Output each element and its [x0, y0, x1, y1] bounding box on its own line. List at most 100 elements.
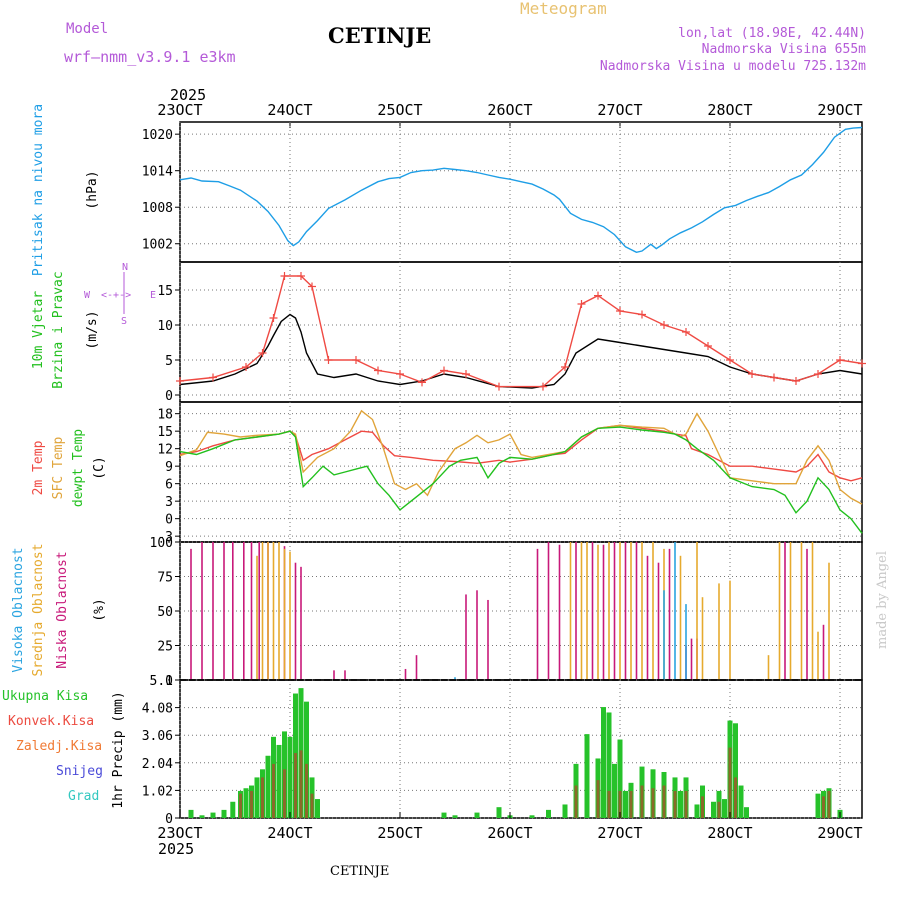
precip-conv-label: Konvek.Kisa [8, 714, 94, 729]
x-top-day-label: 25OCT [377, 101, 422, 119]
credit-text: made by Angel [875, 551, 890, 649]
wind-ytick-label: 15 [157, 284, 173, 299]
precip-ytick-label: 3.06 [142, 729, 173, 744]
temperature-ytick-label: 9 [165, 460, 173, 475]
precip-conv-bar [640, 785, 644, 818]
precip-conv-bar [728, 747, 732, 818]
wind-gust-marker [704, 342, 712, 350]
temperature-ytick-label: 3 [165, 495, 173, 510]
precip-total-bar [722, 799, 727, 818]
precip-conv-bar [651, 788, 655, 818]
wind-gust-marker [297, 272, 305, 280]
sfc-temp-label: SFC Temp [51, 437, 66, 500]
x-bottom-day-label: 25OCT [377, 824, 422, 842]
elevation-text: Nadmorska Visina 655m [702, 42, 867, 57]
precip-total-bar [606, 712, 612, 818]
cloud-unit: (%) [92, 598, 107, 621]
year-label-bottom: 2025 [158, 840, 194, 858]
x-top-day-label: 23OCT [157, 101, 202, 119]
cloud-high-label: Visoka Oblacnost [11, 547, 26, 672]
model-label: Model [66, 21, 108, 37]
precip-conv-bar [239, 793, 242, 818]
panels: 1002 1008 1014 1020 0 5 10 15 -3 0 3 6 9 12 15 18 0 25 50 7… [142, 121, 866, 827]
wind-gust-marker [352, 356, 360, 364]
precip-ytick-label: 1.02 [142, 784, 173, 799]
temperature-panel: -3 0 3 6 9 12 15 18 [157, 401, 863, 545]
wind-line-speed [179, 313, 863, 389]
precip-conv-bar [272, 763, 275, 818]
year-label-top: 2025 [170, 86, 206, 104]
temperature-ytick-label: 12 [157, 443, 173, 458]
precip-total-bar [199, 815, 205, 818]
footer-station: CETINJE [330, 864, 389, 879]
compass-s: S [121, 316, 127, 327]
precip-total-bar [287, 736, 293, 818]
cloud-ytick-label: 0 [165, 674, 173, 689]
wind-gust-marker [269, 314, 278, 322]
model-name: wrf–nmm_v3.9.1 e3km [64, 48, 236, 66]
precip-total-bar [612, 763, 617, 818]
x-bottom-day-label: 28OCT [707, 824, 752, 842]
precip-total-bar [474, 812, 480, 818]
precip-conv-bar [717, 801, 721, 818]
wind-gust-marker [324, 356, 333, 364]
compass-w: W [84, 290, 91, 301]
precip-ytick-label: 4.08 [142, 702, 173, 717]
precip-total-bar [210, 812, 216, 818]
wind-gust-marker [242, 363, 250, 371]
pressure-ytick-label: 1002 [142, 238, 173, 253]
precip-conv-bar [305, 763, 308, 818]
wind-gust-marker [858, 359, 866, 368]
precip-total-bar [815, 793, 821, 818]
precip-total-bar [452, 815, 458, 818]
x-top-day-label: 29OCT [817, 101, 862, 119]
cloud-low-label: Niska Oblacnost [55, 551, 70, 668]
precip-conv-bar [607, 790, 611, 818]
wind-gust-marker [726, 356, 734, 364]
snow-label: Snijeg [56, 764, 103, 779]
wind-gust-marker [616, 307, 624, 315]
wind-gust-marker [209, 373, 217, 382]
precip-total-bar [711, 801, 716, 818]
wind-gust-marker [308, 282, 316, 291]
precip-labels: Ukupna Kisa Konvek.Kisa Zaledj.Kisa Snij… [2, 689, 126, 809]
pressure-ytick-label: 1008 [142, 201, 173, 216]
temperature-ytick-label: 6 [165, 478, 173, 493]
wind-gust-marker [539, 382, 547, 391]
temperature-ytick-label: 15 [157, 425, 173, 440]
precip-panel: 0 1.02 2.04 3.06 4.08 5.1 [142, 674, 863, 827]
temp2m-label: 2m Temp [31, 440, 46, 495]
graupel-label: Grad [68, 789, 99, 804]
precip-total-bar [733, 723, 738, 818]
precip-conv-bar [261, 777, 264, 818]
cloud-ytick-label: 100 [150, 536, 173, 551]
precip-total-bar [584, 734, 590, 818]
precip-conv-bar [662, 785, 666, 818]
precip-total-bar [276, 744, 282, 818]
model-elevation-text: Nadmorska Visina u modelu 725.132m [600, 59, 866, 74]
temperature-ytick-label: 18 [157, 408, 173, 423]
pressure-ytick-label: 1014 [142, 165, 173, 180]
wind-gust-marker [638, 310, 646, 319]
wind-line-gust [179, 275, 863, 388]
precip-conv-bar [596, 780, 600, 818]
precip-total-bar [221, 809, 227, 818]
x-top-day-label: 26OCT [487, 101, 532, 119]
precip-total-bar [546, 809, 551, 818]
compass-e: E [150, 290, 156, 301]
precip-total-bar [623, 790, 628, 818]
x-bottom-day-label: 24OCT [267, 824, 312, 842]
wind-gust-marker [594, 291, 602, 300]
wind-gust-marker [814, 370, 822, 378]
precip-conv-bar [673, 790, 677, 818]
wind-gust-marker [836, 356, 844, 364]
precip-conv-bar [822, 796, 825, 818]
wind-panel: 0 5 10 15 [157, 261, 866, 404]
pressure-unit: (hPa) [85, 170, 100, 209]
precip-total-bar [601, 707, 606, 818]
precip-conv-bar [574, 785, 578, 818]
cloud-ytick-label: 50 [157, 605, 173, 620]
compass-n: N [122, 262, 128, 273]
pressure-line-slp [179, 126, 863, 254]
